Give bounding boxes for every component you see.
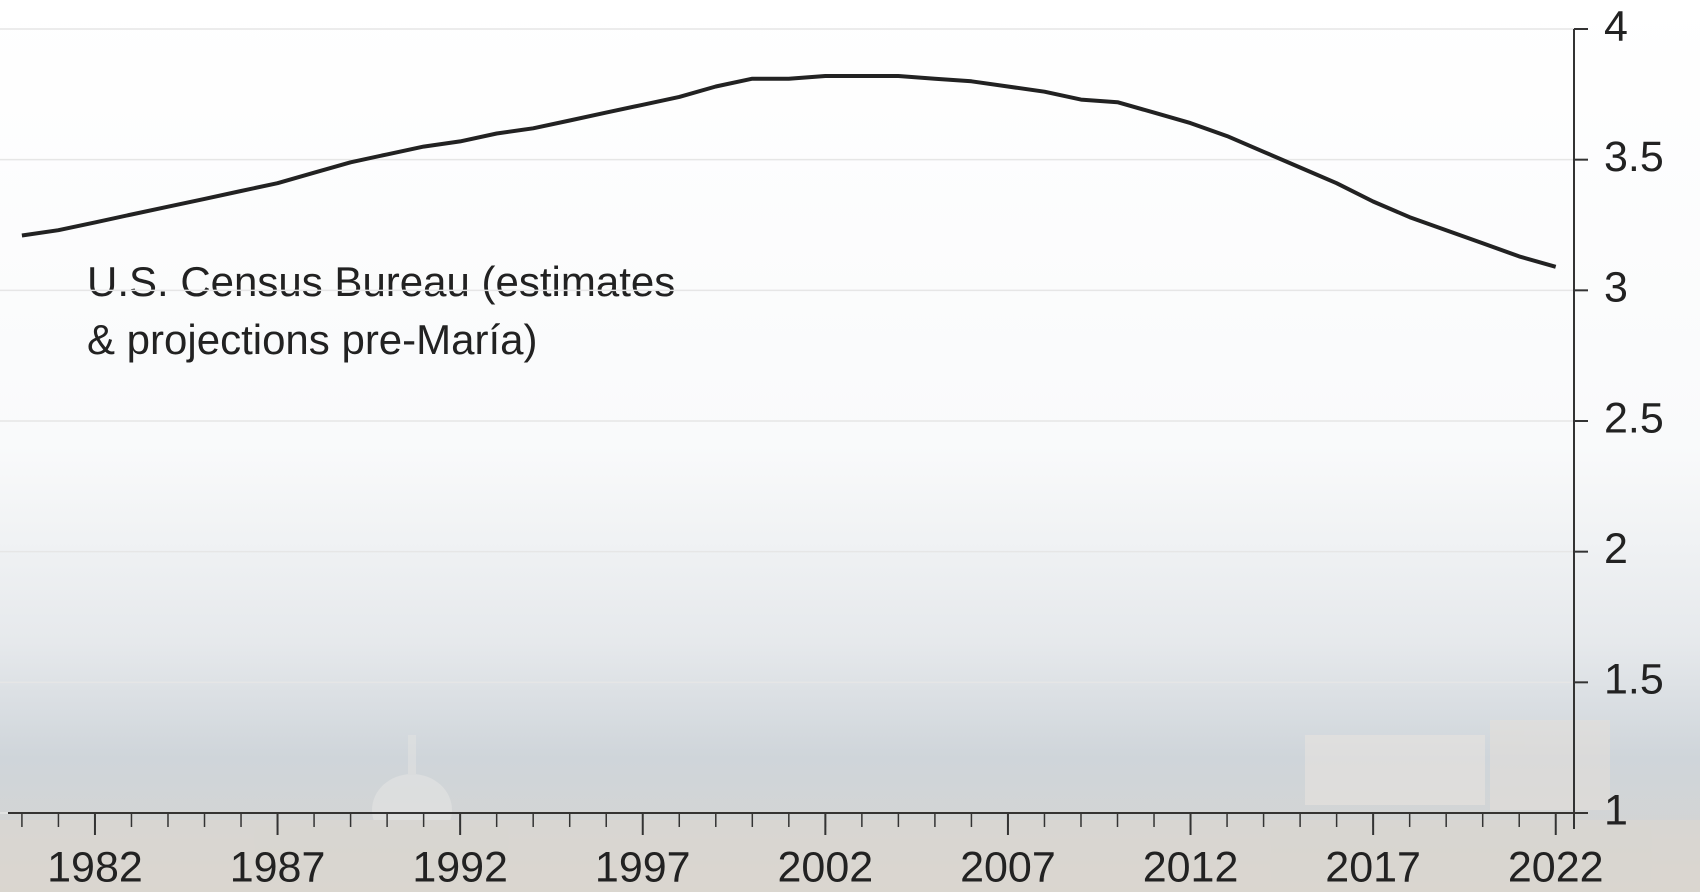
x-tick-label: 2007 bbox=[960, 843, 1056, 891]
annotation: & projections pre-María) bbox=[87, 316, 538, 363]
x-tick-label: 2012 bbox=[1143, 843, 1239, 891]
y-tick-label: 1 bbox=[1604, 786, 1628, 834]
x-tick-label: 2022 bbox=[1508, 843, 1604, 891]
x-tick-label: 1982 bbox=[47, 843, 143, 891]
x-tick-label: 2017 bbox=[1325, 843, 1421, 891]
y-tick-label: 1.5 bbox=[1604, 656, 1664, 704]
y-tick-label: 3.5 bbox=[1604, 133, 1664, 181]
y-tick-label: 2.5 bbox=[1604, 394, 1664, 442]
city-photo bbox=[0, 720, 1700, 892]
x-tick-label: 1997 bbox=[595, 843, 691, 891]
x-tick-label: 2002 bbox=[778, 843, 874, 891]
x-tick-label: 1987 bbox=[230, 843, 326, 891]
y-tick-label: 2 bbox=[1604, 525, 1628, 573]
line-series bbox=[21, 74, 1557, 269]
annotation: U.S. Census Bureau (estimates bbox=[87, 258, 675, 305]
y-tick-label: 3 bbox=[1604, 264, 1628, 312]
x-tick-label: 1992 bbox=[412, 843, 508, 891]
y-tick-label: 4 bbox=[1604, 2, 1628, 50]
